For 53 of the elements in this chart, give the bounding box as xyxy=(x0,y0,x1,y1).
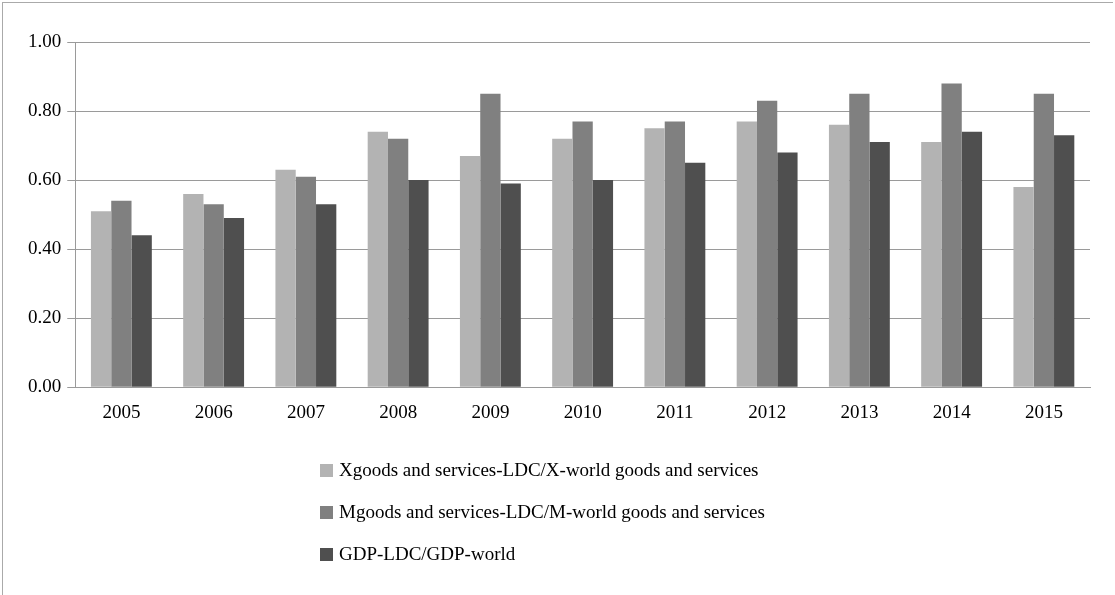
bar xyxy=(1013,186,1034,387)
y-tick-label: 0.40 xyxy=(28,237,62,259)
y-tick-label: 1.00 xyxy=(28,29,62,51)
bar xyxy=(685,162,706,387)
bar xyxy=(736,121,757,387)
bar xyxy=(480,93,501,387)
legend-label: Mgoods and services-LDC/M-world goods and services xyxy=(339,501,765,523)
legend-label: GDP-LDC/GDP-world xyxy=(339,543,516,565)
y-tick-label: 0.80 xyxy=(28,99,62,121)
bar xyxy=(275,169,296,387)
bar xyxy=(459,155,481,387)
y-tick-label: 0.60 xyxy=(28,168,62,190)
legend-label: Xgoods and services-LDC/X-world goods and services xyxy=(339,459,759,481)
x-tick-label: 2011 xyxy=(656,400,694,422)
bar xyxy=(203,204,224,387)
x-tick-label: 2008 xyxy=(379,400,418,422)
bar xyxy=(828,124,850,387)
bar xyxy=(1054,135,1075,387)
bar xyxy=(869,142,890,387)
x-tick-label: 2005 xyxy=(102,400,141,422)
x-tick-label: 2012 xyxy=(748,400,787,422)
x-tick-label: 2015 xyxy=(1024,400,1063,422)
bar xyxy=(183,193,204,387)
bar xyxy=(941,83,962,387)
bar xyxy=(295,176,317,387)
bar xyxy=(644,128,665,387)
x-tick-label: 2010 xyxy=(563,400,602,422)
bar xyxy=(921,142,942,387)
bar xyxy=(131,235,152,387)
y-tick-label: 0.00 xyxy=(28,375,62,397)
x-tick-label: 2014 xyxy=(932,400,972,422)
bar xyxy=(90,211,112,387)
bar xyxy=(664,121,686,387)
x-tick-label: 2009 xyxy=(471,400,510,422)
bar xyxy=(777,152,798,387)
bar xyxy=(316,204,337,387)
x-tick-label: 2006 xyxy=(194,400,233,422)
bar xyxy=(756,100,778,387)
bar xyxy=(223,218,245,387)
bar xyxy=(500,183,521,387)
bar xyxy=(387,138,409,387)
bar xyxy=(849,93,870,387)
bar xyxy=(552,138,573,387)
bar xyxy=(367,131,388,387)
x-tick-label: 2007 xyxy=(286,400,325,422)
bar xyxy=(111,200,132,387)
bar xyxy=(592,180,614,387)
bar xyxy=(572,121,593,387)
bar xyxy=(1033,93,1055,387)
y-tick-label: 0.20 xyxy=(28,306,62,328)
x-tick-label: 2013 xyxy=(840,400,879,422)
bar xyxy=(408,180,429,387)
bar xyxy=(961,131,983,387)
